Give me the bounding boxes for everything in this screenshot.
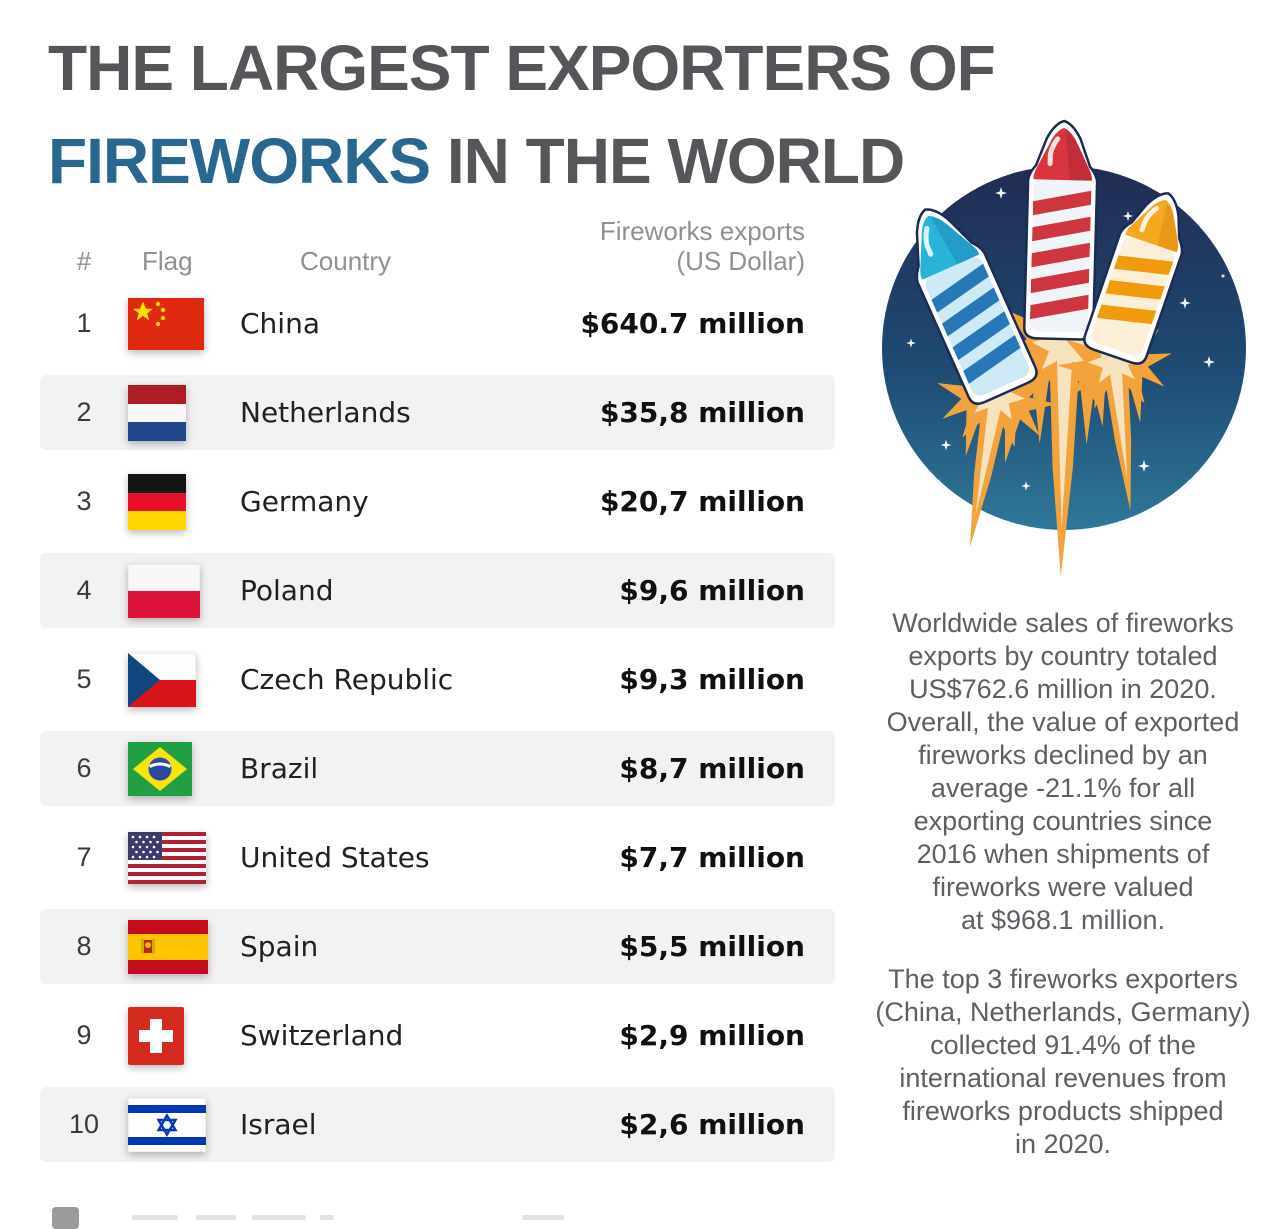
table-header-row: # Flag Country Fireworks exports (US Dol…	[40, 216, 835, 276]
header-value: Fireworks exports (US Dollar)	[599, 216, 805, 276]
value-cell: $7,7 million	[619, 841, 805, 874]
country-cell: United States	[240, 841, 430, 874]
summary-paragraph-2: The top 3 fireworks exporters (China, Ne…	[875, 964, 1251, 1159]
spain-flag-icon	[128, 919, 208, 974]
page-title: THE LARGEST EXPORTERS OF FIREWORKS IN TH…	[48, 22, 1148, 208]
table-row: 3 Germany $20,7 million	[40, 464, 835, 539]
footer-cutoff-text-fragment	[132, 1215, 178, 1220]
footer-source-icon	[52, 1207, 79, 1229]
country-cell: Germany	[240, 485, 369, 518]
country-cell: Brazil	[240, 752, 319, 785]
value-cell: $2,9 million	[619, 1019, 805, 1052]
table-row: 6 Brazil $8,7 million	[40, 731, 835, 806]
country-cell: China	[240, 307, 320, 340]
value-cell: $9,3 million	[619, 663, 805, 696]
rank-cell: 7	[76, 842, 92, 872]
summary-paragraph-1: Worldwide sales of fireworks exports by …	[886, 608, 1240, 935]
country-cell: Poland	[240, 574, 334, 607]
footer-cutoff-text-fragment	[252, 1215, 306, 1220]
table-row: 9 Switzerland $2,9 million	[40, 998, 835, 1073]
table-row: 10 Israel $2,6 million	[40, 1087, 835, 1162]
header-flag: Flag	[142, 246, 193, 276]
table-row: 5 Czech Republic $9,3 million	[40, 642, 835, 717]
value-cell: $35,8 million	[599, 396, 805, 429]
poland-flag-icon	[128, 563, 200, 618]
united-states-flag-icon	[128, 831, 206, 884]
switzerland-flag-icon	[128, 1006, 184, 1065]
page-title-line1: THE LARGEST EXPORTERS OF	[48, 32, 996, 104]
country-cell: Netherlands	[240, 396, 411, 429]
table-row: 8 Spain $5,5 million	[40, 909, 835, 984]
fireworks-rockets-illustration	[882, 119, 1246, 577]
czech-republic-flag-icon	[128, 652, 196, 707]
china-flag-icon	[128, 297, 204, 350]
header-country: Country	[300, 246, 392, 276]
value-cell: $9,6 million	[619, 574, 805, 607]
page-title-line2-rest: IN THE WORLD	[430, 125, 905, 197]
rank-cell: 2	[76, 397, 92, 427]
country-cell: Switzerland	[240, 1019, 404, 1052]
value-cell: $8,7 million	[619, 752, 805, 785]
country-cell: Israel	[240, 1108, 317, 1141]
footer-cutoff-text-fragment	[522, 1215, 564, 1220]
brazil-flag-icon	[128, 741, 192, 796]
rank-cell: 5	[76, 664, 92, 694]
page-title-highlight: FIREWORKS	[48, 125, 431, 197]
rank-cell: 3	[76, 486, 92, 516]
table-row: 2 Netherlands $35,8 million	[40, 375, 835, 450]
exporters-table: # Flag Country Fireworks exports (US Dol…	[40, 216, 835, 1176]
rank-cell: 4	[76, 575, 92, 605]
germany-flag-icon	[128, 473, 186, 530]
table-row: 7 United States $7,7 million	[40, 820, 835, 895]
value-cell: $20,7 million	[599, 485, 805, 518]
value-cell: $640.7 million	[580, 307, 805, 340]
table-row: 4 Poland $9,6 million	[40, 553, 835, 628]
header-rank: #	[76, 246, 92, 276]
rank-cell: 1	[76, 308, 92, 338]
country-cell: Czech Republic	[240, 663, 454, 696]
value-cell: $5,5 million	[619, 930, 805, 963]
table-row: 1 China $640.7 million	[40, 286, 835, 361]
rank-cell: 8	[76, 931, 92, 961]
country-cell: Spain	[240, 930, 319, 963]
netherlands-flag-icon	[128, 384, 186, 441]
rank-cell: 10	[68, 1109, 100, 1139]
rank-cell: 9	[76, 1020, 92, 1050]
page-title-line2: FIREWORKS IN THE WORLD	[48, 115, 1148, 208]
israel-flag-icon	[128, 1097, 206, 1152]
footer-cutoff-text-fragment	[320, 1215, 334, 1220]
footer-cutoff-text-fragment	[196, 1215, 236, 1220]
value-cell: $2,6 million	[619, 1108, 805, 1141]
rank-cell: 6	[76, 753, 92, 783]
